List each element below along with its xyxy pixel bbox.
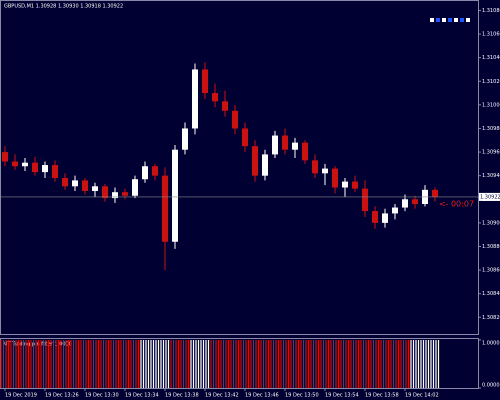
candle-body	[282, 135, 288, 150]
candle-body	[322, 168, 328, 174]
candle-body	[102, 186, 108, 199]
candle-body	[112, 192, 118, 199]
candle-body	[302, 142, 308, 161]
x-tick-label: 19 Dec 13:34	[125, 393, 159, 399]
y-tick-label: 1.30840	[482, 291, 500, 297]
y-tick-label: 1.30860	[482, 268, 500, 274]
candle-body	[52, 165, 58, 179]
candle-body	[402, 199, 408, 208]
y-tick-label: 1.31000	[482, 102, 500, 108]
y-tick-label: 1.30900	[482, 220, 500, 226]
candle-body	[62, 178, 68, 187]
candle-body	[262, 154, 268, 176]
candle-body	[352, 181, 358, 189]
candle-body	[172, 149, 178, 242]
candle-body	[42, 165, 48, 173]
y-tick-label: 1.30980	[482, 126, 500, 132]
y-tick-label: 1.31080	[482, 8, 500, 14]
y-tick-label: 1.30820	[482, 315, 500, 321]
candle-body	[72, 180, 78, 187]
x-tick-label: 19 Dec 13:38	[165, 393, 199, 399]
candle-body	[342, 181, 348, 188]
candle-body	[212, 93, 218, 102]
y-tick-label: 1.30960	[482, 150, 500, 156]
candle-body	[92, 186, 98, 192]
main-frame	[0, 0, 479, 335]
x-tick-label: 19 Dec 13:46	[245, 393, 279, 399]
candle-body	[362, 188, 368, 212]
candle-body	[382, 213, 388, 223]
indicator-name: MT Trading pin filter 1.0000	[3, 342, 72, 348]
candle-body	[292, 142, 298, 150]
candle-body	[142, 166, 148, 180]
candle-body	[432, 189, 438, 197]
timer: <- 00:07	[439, 199, 474, 208]
y-tick-label: 1.30880	[482, 244, 500, 250]
candle-body	[242, 128, 248, 147]
candle-body	[182, 128, 188, 150]
candle-body	[412, 199, 418, 204]
color-boxes	[430, 18, 470, 22]
x-tick-label: 19 Dec 13:54	[325, 393, 359, 399]
y-tick-label: 1.31040	[482, 55, 500, 61]
candle-body	[22, 162, 28, 167]
chart-title: GBPUSD,M1 1.30928 1.30930 1.30918 1.3092…	[4, 4, 123, 10]
candle-body	[252, 146, 258, 176]
candle-body	[192, 69, 198, 129]
indicator-tick-label: 0.0000	[482, 383, 500, 389]
candle-body	[312, 160, 318, 174]
x-tick-label: 19 Dec 2019	[5, 393, 37, 399]
indicator-tick-label: 1.0000	[482, 341, 500, 347]
candle-body	[122, 192, 128, 196]
y-tick-label: 1.31060	[482, 32, 500, 38]
candle-body	[82, 180, 88, 192]
candle-body	[162, 175, 168, 242]
candle-body	[392, 207, 398, 214]
candle-body	[332, 168, 338, 188]
candle-body	[272, 135, 278, 155]
candle-body	[372, 211, 378, 223]
candle-body	[232, 110, 238, 129]
x-tick-label: 19 Dec 13:26	[45, 393, 79, 399]
candle-body	[152, 166, 158, 176]
x-tick-label: 19 Dec 14:02	[405, 393, 439, 399]
x-tick-label: 19 Dec 13:30	[85, 393, 119, 399]
y-tick-label: 1.30940	[482, 173, 500, 179]
candle-body	[32, 162, 38, 173]
candle-body	[222, 101, 228, 111]
candle-body	[12, 161, 18, 167]
x-tick-label: 19 Dec 13:58	[365, 393, 399, 399]
candle-body	[202, 69, 208, 94]
bid-label: 1.30922	[480, 194, 500, 200]
candle-body	[132, 179, 138, 196]
bid-box	[479, 192, 500, 201]
candle-body	[2, 152, 8, 162]
x-tick-label: 19 Dec 13:42	[205, 393, 239, 399]
x-tick-label: 19 Dec 13:50	[285, 393, 319, 399]
y-tick-label: 1.31020	[482, 79, 500, 85]
